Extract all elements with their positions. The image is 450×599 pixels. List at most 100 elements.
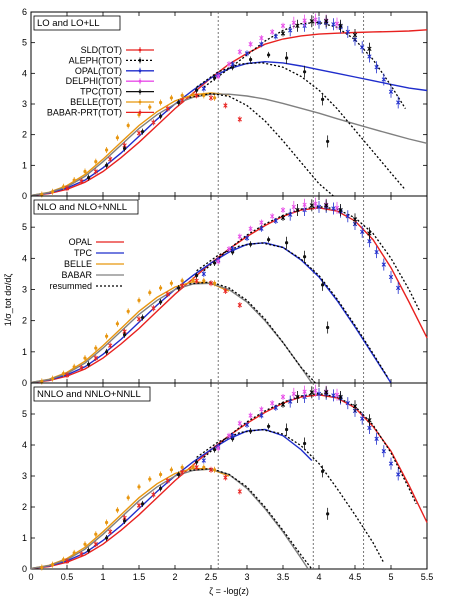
babar-data-point xyxy=(93,355,98,361)
belle-data-point xyxy=(40,192,44,197)
belle-data-point xyxy=(148,477,152,481)
opal-data-point xyxy=(367,54,372,59)
babar-data-point xyxy=(223,475,228,480)
delphi-data-point xyxy=(248,42,253,47)
opal-data-point xyxy=(388,461,394,466)
legend-label: TPC xyxy=(74,248,93,258)
belle-data-point xyxy=(213,468,217,472)
belle-data-point xyxy=(126,123,130,128)
aleph-data-point xyxy=(324,203,329,208)
babar-data-point xyxy=(180,98,185,103)
tpc-data-point xyxy=(303,255,307,259)
belle-data-point xyxy=(94,160,98,164)
aleph-data-point xyxy=(280,215,286,220)
babar-data-point xyxy=(136,316,142,322)
belle-data-point xyxy=(83,169,87,174)
babar-data-point xyxy=(108,343,113,348)
opal-data-point xyxy=(273,405,278,410)
tpc-data-point xyxy=(159,114,163,118)
belle-data-point xyxy=(148,105,152,109)
legend-label: SLD(TOT) xyxy=(81,45,122,55)
x-tick-label: 1.5 xyxy=(133,572,146,582)
opal-data-point xyxy=(374,249,379,255)
curve-babar xyxy=(30,93,428,197)
belle-data-point xyxy=(115,136,119,140)
y-tick-label: 6 xyxy=(22,7,27,17)
babar-data-point xyxy=(237,302,242,308)
babar-data-point xyxy=(79,365,84,371)
belle-data-point xyxy=(213,96,217,100)
legend-label: ALEPH(TOT) xyxy=(69,55,122,65)
belle-data-point xyxy=(148,291,152,295)
babar-data-point xyxy=(64,373,70,378)
tpc-data-point xyxy=(87,548,91,553)
x-tick-label: 0 xyxy=(28,572,33,582)
legend-marker xyxy=(138,79,142,83)
belle-data-point xyxy=(83,356,87,360)
curve-babar xyxy=(30,468,309,570)
belle-data-point xyxy=(213,281,217,285)
legend-marker xyxy=(138,69,142,73)
babar-data-point xyxy=(93,542,98,547)
belle-data-point xyxy=(169,281,173,285)
y-tick-label: 5 xyxy=(22,222,27,232)
delphi-data-point xyxy=(237,421,242,426)
babar-data-point xyxy=(151,120,156,125)
opal-data-point xyxy=(259,42,264,47)
aleph-data-point xyxy=(352,32,358,38)
x-tick-label: 0.5 xyxy=(61,572,74,582)
tpc-data-point xyxy=(123,333,127,337)
opal-data-point xyxy=(259,413,264,418)
babar-data-point xyxy=(180,283,185,288)
y-tick-label: 5 xyxy=(22,409,27,419)
opal-data-point xyxy=(367,425,372,431)
delphi-data-point xyxy=(226,61,232,67)
opal-data-point xyxy=(316,391,322,397)
delphi-data-point xyxy=(237,234,242,239)
belle-data-point xyxy=(61,372,65,376)
aleph-data-point xyxy=(280,402,286,407)
opal-data-point xyxy=(345,29,350,35)
panel-3: 0 1 2 3 4 5 NNLO and NNLO+NNLL xyxy=(22,382,428,574)
legend-label: resummed xyxy=(49,281,92,291)
x-tick-label: 2 xyxy=(172,572,177,582)
delphi-data-point xyxy=(248,413,253,418)
aleph-data-point xyxy=(367,418,372,423)
belle-data-point xyxy=(72,365,76,369)
panel-title: NNLO and NNLO+NNLL xyxy=(37,389,141,400)
opal-data-point xyxy=(367,239,372,244)
delphi-data-point xyxy=(280,207,286,213)
belle-data-point xyxy=(105,520,109,525)
belle-data-point xyxy=(61,558,65,562)
aleph-data-point xyxy=(309,19,314,24)
belle-data-point xyxy=(191,93,195,97)
tpc-data-point xyxy=(177,286,181,290)
belle-data-point xyxy=(72,551,76,555)
belle-data-point xyxy=(126,496,130,500)
babar-data-point xyxy=(237,117,242,122)
delphi-data-point xyxy=(302,389,307,394)
curve-babar xyxy=(30,282,313,384)
x-tick-labels: 0 0.5 1 1.5 2 2.5 3 3.5 4 4.5 5 5.5 xyxy=(28,572,433,582)
tpc-data-point xyxy=(105,350,109,354)
delphi-data-point xyxy=(237,49,242,55)
belle-data-point xyxy=(115,322,119,326)
tpc-data-point xyxy=(267,238,271,242)
opal-data-point xyxy=(360,45,365,50)
opal-data-point xyxy=(396,285,401,291)
legend-label: BABAR-PRT(TOT) xyxy=(47,107,122,117)
curve-resummed-opal xyxy=(203,205,421,312)
curve-belle xyxy=(30,280,230,384)
belle-data-point xyxy=(159,286,163,290)
aleph-data-point xyxy=(338,207,343,213)
babar-data-point xyxy=(223,103,228,108)
delphi-data-point xyxy=(334,205,340,210)
belle-data-point xyxy=(180,465,184,469)
y-tick-label: 3 xyxy=(22,471,27,481)
delphi-data-point xyxy=(313,201,318,206)
curve-resummed-tpc xyxy=(196,242,388,378)
opal-data-point xyxy=(345,400,350,406)
babar-data-point xyxy=(136,503,142,508)
aleph-data-point xyxy=(295,207,300,213)
